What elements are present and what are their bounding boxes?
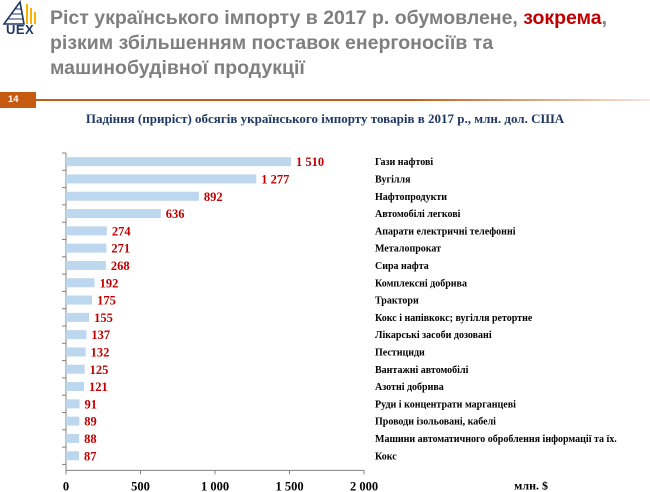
bar	[66, 312, 90, 322]
bar	[66, 191, 199, 201]
title-part-1: Ріст українського імпорту в 2017 р. обум…	[50, 7, 524, 29]
x-tick-label: 500	[131, 479, 150, 492]
bar	[66, 451, 79, 461]
bar-value-label: 91	[85, 397, 98, 411]
category-label: Апарати електричні телефонні	[375, 226, 516, 237]
logo-pyramid-icon	[2, 0, 36, 25]
bar-value-label: 137	[91, 328, 110, 342]
category-label: Руди і концентрати марганцеві	[375, 399, 516, 410]
bar-value-label: 125	[90, 363, 109, 377]
bar	[66, 382, 85, 392]
bar	[66, 364, 85, 374]
bar-value-label: 1 510	[296, 155, 324, 169]
bar	[66, 226, 107, 236]
x-tick-label: 1 000	[201, 479, 229, 492]
bar-value-label: 892	[204, 190, 223, 204]
bar-value-label: 89	[84, 415, 97, 429]
category-label: Гази нафтові	[375, 157, 433, 168]
bar-value-label: 88	[84, 432, 97, 446]
bar	[66, 347, 86, 357]
chart-title: Падіння (приріст) обсягів українського і…	[85, 111, 565, 126]
title-part-2: , різким збільшенням поставок енергоносі…	[50, 7, 608, 79]
page-number-badge: 14	[0, 92, 36, 108]
bar	[66, 399, 80, 409]
category-label: Трактори	[375, 296, 419, 307]
page-title: Ріст українського імпорту в 2017 р. обум…	[50, 6, 640, 81]
category-label: Вугілля	[375, 174, 411, 185]
bar-value-label: 274	[112, 224, 131, 238]
bar	[66, 209, 161, 219]
bar-value-label: 121	[89, 380, 108, 394]
category-label: Машини автоматичного оброблення інформац…	[375, 434, 617, 445]
bar	[66, 433, 80, 443]
bar	[66, 260, 106, 270]
category-label: Лікарські засоби дозовані	[375, 330, 492, 341]
bar-value-label: 636	[166, 207, 185, 221]
x-tick-label: 0	[63, 479, 69, 492]
uex-logo: UEX	[0, 0, 42, 40]
category-label: Пестициди	[375, 347, 425, 358]
category-label: Комплексні добрива	[375, 278, 467, 289]
category-label: Проводи ізольовані, кабелі	[375, 417, 496, 428]
category-label: Сира нафта	[375, 261, 429, 272]
bar	[66, 243, 107, 253]
bar	[66, 416, 80, 426]
category-label: Кокс і напівкокс; вугілля ретортне	[375, 313, 533, 324]
bar	[66, 174, 257, 184]
bar	[66, 278, 95, 288]
x-tick-label: 1 500	[275, 479, 303, 492]
bar	[66, 157, 291, 167]
bar-value-label: 132	[91, 345, 110, 359]
title-highlight: зокрема	[523, 7, 602, 29]
bar	[66, 295, 93, 305]
bar-value-label: 271	[111, 242, 130, 256]
header-rule-fade	[36, 99, 650, 101]
category-label: Кокс	[375, 451, 397, 462]
bar-value-label: 1 277	[261, 172, 289, 186]
bar-value-label: 175	[97, 294, 116, 308]
category-label: Автомобілі легкові	[375, 209, 461, 220]
x-tick-label: 2 000	[350, 479, 378, 492]
bar-chart: 0 500 1 000 1 500 2 000 млн. $ 1 510 Гази нафто…	[62, 152, 617, 492]
bar	[66, 330, 87, 340]
logo-text: UEX	[6, 22, 35, 37]
category-label: Металопрокат	[375, 244, 441, 255]
bar-value-label: 155	[94, 311, 113, 325]
category-label: Азотні добрива	[375, 382, 444, 393]
bar-value-label: 192	[100, 276, 119, 290]
bar-value-label: 87	[84, 449, 97, 463]
x-axis-unit-label: млн. $	[514, 478, 548, 492]
category-label: Вантажні автомобілі	[375, 365, 469, 376]
bar-value-label: 268	[111, 259, 130, 273]
category-label: Нафтопродукти	[375, 192, 447, 203]
